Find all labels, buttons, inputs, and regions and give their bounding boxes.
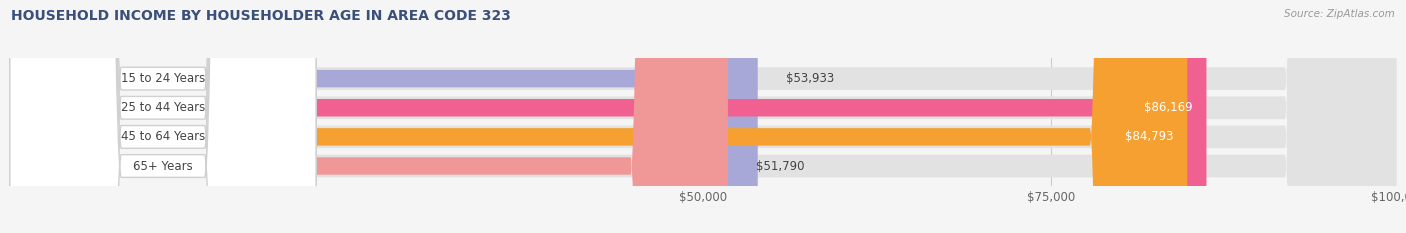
Text: $86,169: $86,169 <box>1144 101 1192 114</box>
Text: HOUSEHOLD INCOME BY HOUSEHOLDER AGE IN AREA CODE 323: HOUSEHOLD INCOME BY HOUSEHOLDER AGE IN A… <box>11 9 512 23</box>
Text: Source: ZipAtlas.com: Source: ZipAtlas.com <box>1284 9 1395 19</box>
Text: 15 to 24 Years: 15 to 24 Years <box>121 72 205 85</box>
Text: 45 to 64 Years: 45 to 64 Years <box>121 130 205 143</box>
FancyBboxPatch shape <box>10 0 1206 233</box>
FancyBboxPatch shape <box>10 0 316 233</box>
FancyBboxPatch shape <box>10 0 316 233</box>
FancyBboxPatch shape <box>10 0 1396 233</box>
FancyBboxPatch shape <box>10 0 758 233</box>
Text: 65+ Years: 65+ Years <box>134 160 193 172</box>
Text: $84,793: $84,793 <box>1125 130 1174 143</box>
Text: 25 to 44 Years: 25 to 44 Years <box>121 101 205 114</box>
FancyBboxPatch shape <box>10 0 316 233</box>
FancyBboxPatch shape <box>10 0 316 233</box>
FancyBboxPatch shape <box>10 0 1396 233</box>
FancyBboxPatch shape <box>10 0 1396 233</box>
Text: $53,933: $53,933 <box>786 72 834 85</box>
FancyBboxPatch shape <box>10 0 1396 233</box>
Text: $51,790: $51,790 <box>756 160 804 172</box>
FancyBboxPatch shape <box>10 0 728 233</box>
FancyBboxPatch shape <box>10 0 1187 233</box>
